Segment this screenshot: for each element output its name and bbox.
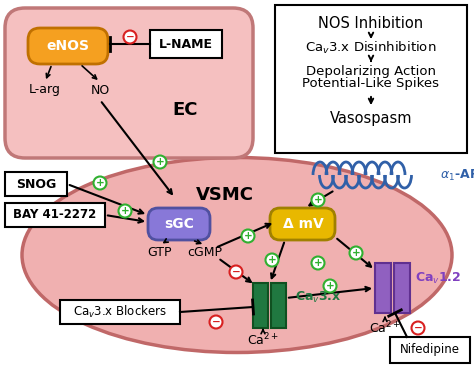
Circle shape bbox=[229, 266, 243, 279]
Bar bbox=[150, 30, 222, 58]
Bar bbox=[275, 5, 467, 153]
Text: Potential-Like Spikes: Potential-Like Spikes bbox=[302, 77, 439, 91]
Text: +: + bbox=[244, 231, 252, 241]
Bar bbox=[394, 263, 410, 313]
Text: Ca$_v$1.2: Ca$_v$1.2 bbox=[415, 270, 461, 286]
Text: $\alpha_1$-AR: $\alpha_1$-AR bbox=[440, 168, 474, 182]
Text: +: + bbox=[314, 258, 322, 268]
Text: +: + bbox=[155, 157, 164, 167]
Circle shape bbox=[154, 155, 166, 168]
Circle shape bbox=[311, 194, 325, 206]
Text: Ca$^{2+}$: Ca$^{2+}$ bbox=[369, 320, 401, 336]
Text: Depolarizing Action: Depolarizing Action bbox=[306, 65, 436, 78]
Bar bbox=[375, 263, 391, 313]
Text: −: − bbox=[232, 267, 240, 277]
Text: cGMP: cGMP bbox=[188, 246, 222, 259]
Text: NO: NO bbox=[91, 84, 109, 97]
Ellipse shape bbox=[22, 158, 452, 353]
Circle shape bbox=[241, 229, 255, 242]
Text: −: − bbox=[211, 317, 220, 327]
Bar bbox=[253, 283, 268, 328]
Circle shape bbox=[323, 279, 337, 293]
Text: VSMC: VSMC bbox=[196, 186, 254, 204]
Text: Ca$^{2+}$: Ca$^{2+}$ bbox=[247, 332, 279, 348]
Text: sGC: sGC bbox=[164, 217, 194, 231]
FancyBboxPatch shape bbox=[148, 208, 210, 240]
FancyBboxPatch shape bbox=[5, 8, 253, 158]
FancyBboxPatch shape bbox=[270, 208, 335, 240]
Circle shape bbox=[124, 30, 137, 44]
Text: −: − bbox=[414, 323, 422, 333]
Text: +: + bbox=[120, 206, 129, 216]
Text: Ca$_v$3.x: Ca$_v$3.x bbox=[295, 289, 342, 305]
Circle shape bbox=[118, 205, 131, 218]
Text: +: + bbox=[268, 255, 276, 265]
Circle shape bbox=[411, 322, 425, 334]
Text: Ca$_v$3.x Blockers: Ca$_v$3.x Blockers bbox=[73, 304, 167, 320]
Text: +: + bbox=[96, 178, 104, 188]
Text: +: + bbox=[314, 195, 322, 205]
Circle shape bbox=[210, 316, 222, 329]
Text: +: + bbox=[326, 281, 334, 291]
Text: BAY 41-2272: BAY 41-2272 bbox=[13, 209, 97, 222]
Bar bbox=[5, 203, 105, 227]
Text: EC: EC bbox=[172, 101, 198, 119]
Bar bbox=[271, 283, 286, 328]
Text: Ca$_v$3.x Disinhibition: Ca$_v$3.x Disinhibition bbox=[305, 40, 437, 56]
Text: Δ mV: Δ mV bbox=[283, 217, 323, 231]
FancyBboxPatch shape bbox=[28, 28, 108, 64]
Text: eNOS: eNOS bbox=[46, 39, 90, 53]
Text: −: − bbox=[126, 32, 134, 42]
Text: GTP: GTP bbox=[148, 246, 172, 259]
Text: L-NAME: L-NAME bbox=[159, 37, 213, 50]
Text: Nifedipine: Nifedipine bbox=[400, 343, 460, 357]
Text: L-arg: L-arg bbox=[29, 84, 61, 97]
Text: +: + bbox=[352, 248, 360, 258]
Bar bbox=[60, 300, 180, 324]
Circle shape bbox=[349, 246, 363, 259]
Text: NOS Inhibition: NOS Inhibition bbox=[319, 17, 424, 31]
Circle shape bbox=[311, 256, 325, 269]
Text: Vasospasm: Vasospasm bbox=[330, 111, 412, 125]
Bar bbox=[390, 337, 470, 363]
Text: SNOG: SNOG bbox=[16, 178, 56, 191]
Circle shape bbox=[93, 176, 107, 189]
Bar bbox=[5, 172, 67, 196]
Circle shape bbox=[265, 253, 279, 266]
